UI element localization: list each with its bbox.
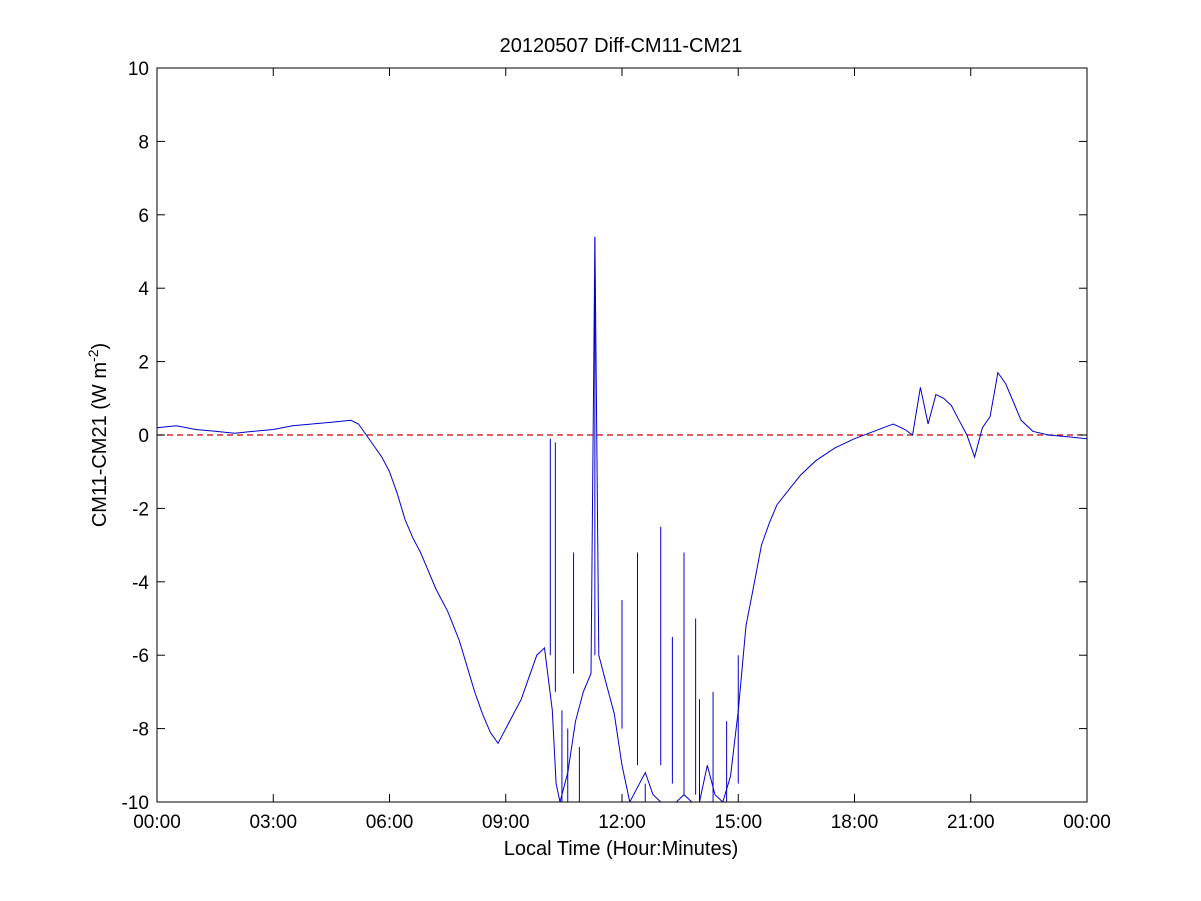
y-axis-label-main: CM11-CM21 (W m [89,362,111,527]
x-tick-label: 00:00 [1063,812,1111,833]
y-tick-label: 2 [138,353,149,374]
y-tick-label: 6 [138,206,149,227]
y-tick-label: 8 [138,132,149,153]
x-tick-label: 18:00 [831,812,879,833]
y-tick-label: -4 [132,573,149,594]
x-tick-label: 09:00 [482,812,530,833]
series-line-0 [157,236,1087,802]
y-axis-label-close: ) [89,343,111,350]
y-tick-label: -6 [132,646,149,667]
x-tick-label: 00:00 [133,812,181,833]
y-tick-label: -8 [132,720,149,741]
chart-title: 20120507 Diff-CM11-CM21 [500,35,743,57]
y-axis-label-sup: -2 [85,349,101,362]
y-tick-label: 4 [138,279,149,300]
y-tick-label: 10 [128,59,149,80]
x-axis-label: Local Time (Hour:Minutes) [504,838,739,860]
plot-clip-group [157,236,1087,802]
y-tick-label: -10 [122,793,149,814]
x-tick-label: 21:00 [947,812,995,833]
x-tick-label: 12:00 [598,812,646,833]
plot-area [157,236,1087,802]
y-tick-label: -2 [132,499,149,520]
axes: 00:00 03:00 06:00 09:00 12:00 15:00 18:00 21:00… [122,59,1111,833]
y-axis-label: CM11-CM21 (W m-2) [85,343,111,527]
x-tick-label: 06:00 [366,812,414,833]
x-tick-label: 03:00 [249,812,297,833]
y-tick-label: 0 [138,426,149,447]
x-tick-label: 15:00 [714,812,762,833]
